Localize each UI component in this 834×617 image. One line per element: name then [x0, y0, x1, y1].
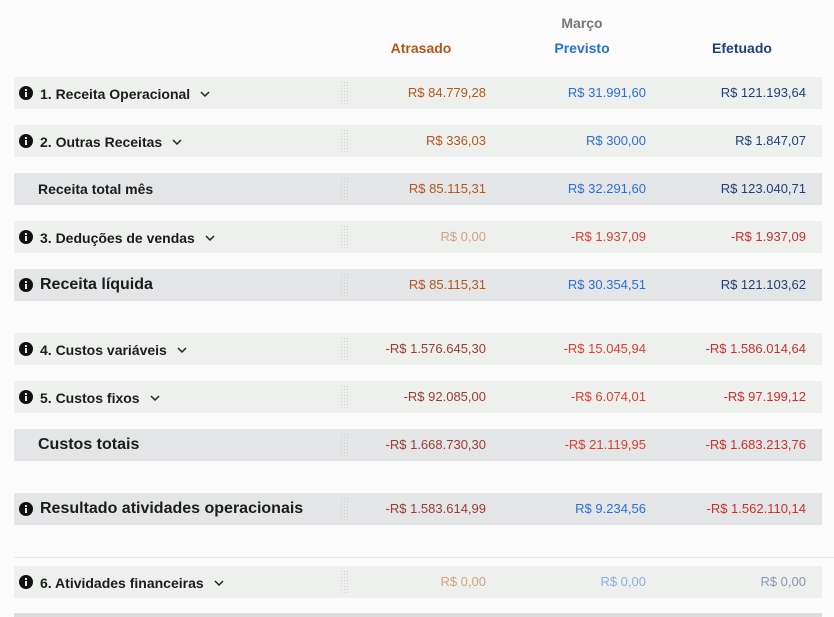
- expand-chevron[interactable]: [205, 221, 215, 253]
- cell-value: -R$ 21.119,95: [564, 437, 646, 452]
- expand-chevron[interactable]: [214, 566, 224, 598]
- row-label: 6. Atividades financeiras: [40, 566, 224, 599]
- cell-value: R$ 0,00: [760, 574, 806, 589]
- cell-value: R$ 84.779,28: [407, 85, 486, 100]
- dots: [340, 433, 350, 457]
- month-header: Março: [561, 15, 603, 31]
- info-icon[interactable]: [19, 390, 33, 404]
- cell-value: R$ 30.354,51: [567, 277, 646, 292]
- cell-value: R$ 9.234,56: [575, 501, 646, 516]
- info-icon[interactable]: [19, 278, 33, 292]
- row-label: Custos totais: [38, 436, 140, 453]
- dots: [340, 273, 350, 297]
- cell-value: R$ 32.291,60: [567, 181, 646, 196]
- table-row[interactable]: 5. Custos fixos -R$ 92.085,00 -R$ 6.074,01…: [14, 381, 822, 413]
- info-icon[interactable]: [19, 342, 33, 356]
- cell-value: -R$ 97.199,12: [723, 389, 806, 404]
- column-header: Previsto: [554, 40, 610, 56]
- column-header: Efetuado: [712, 40, 772, 56]
- row-label: 5. Custos fixos: [40, 381, 160, 414]
- dots: [340, 81, 350, 105]
- row-label: Receita líquida: [40, 276, 153, 293]
- cell-value: -R$ 1.937,09: [570, 229, 646, 244]
- table-row: Resultado atividades operacionais -R$ 1.5…: [14, 493, 822, 525]
- cell-value: -R$ 1.937,09: [730, 229, 806, 244]
- table-row[interactable]: 2. Outras Receitas R$ 336,03 R$ 300,00 R$ 1…: [14, 125, 822, 157]
- cell-value: R$ 121.103,62: [720, 277, 806, 292]
- cell-value: R$ 121.193,64: [720, 85, 806, 100]
- dots: [340, 385, 350, 409]
- expand-chevron[interactable]: [200, 77, 210, 109]
- cell-value: -R$ 1.683.213,76: [705, 437, 806, 452]
- dots: [340, 129, 350, 153]
- cell-value: -R$ 1.562.110,14: [706, 501, 807, 516]
- cell-value: -R$ 15.045,94: [563, 341, 646, 356]
- table-row[interactable]: 6. Atividades financeiras R$ 0,00 R$ 0,00 R…: [14, 566, 822, 598]
- info-icon[interactable]: [19, 134, 33, 148]
- row-label: 2. Outras Receitas: [40, 125, 182, 158]
- info-icon[interactable]: [19, 575, 33, 589]
- row-label: 3. Deduções de vendas: [40, 221, 215, 254]
- info-icon[interactable]: [19, 86, 33, 100]
- info-icon[interactable]: [19, 502, 33, 516]
- row-label: Receita total mês: [38, 181, 154, 197]
- column-header: Atrasado: [390, 40, 452, 56]
- cell-value: -R$ 6.074,01: [570, 389, 646, 404]
- cell-value: -R$ 1.576.645,30: [385, 341, 486, 356]
- expand-chevron[interactable]: [150, 381, 160, 413]
- divider: [14, 557, 834, 558]
- cell-value: R$ 0,00: [600, 574, 646, 589]
- row-label: 1. Receita Operacional: [40, 77, 210, 110]
- dots: [340, 177, 350, 201]
- row-label: Resultado atividades operacionais: [40, 500, 304, 517]
- dots: [340, 225, 350, 249]
- expand-chevron[interactable]: [172, 125, 182, 157]
- cell-value: R$ 85.115,31: [408, 181, 486, 196]
- cell-value: R$ 0,00: [440, 229, 486, 244]
- table-row: Custos totais -R$ 1.668.730,30 -R$ 21.119,…: [14, 429, 822, 461]
- cell-value: R$ 1.847,07: [735, 133, 806, 148]
- dots: [340, 337, 350, 361]
- expand-chevron[interactable]: [177, 333, 187, 365]
- dots: [340, 570, 350, 594]
- cell-value: R$ 300,00: [586, 133, 646, 148]
- row-label: 4. Custos variáveis: [40, 333, 187, 366]
- cell-value: -R$ 1.668.730,30: [385, 437, 486, 452]
- cell-value: -R$ 1.583.614,99: [385, 501, 486, 516]
- table-row[interactable]: 3. Deduções de vendas R$ 0,00 -R$ 1.937,09…: [14, 221, 822, 253]
- cell-value: R$ 85.115,31: [408, 277, 486, 292]
- cell-value: -R$ 92.085,00: [403, 389, 486, 404]
- cell-value: R$ 123.040,71: [720, 181, 806, 196]
- table-row: Receita total mês R$ 85.115,31 R$ 32.291,6…: [14, 173, 822, 205]
- info-icon[interactable]: [19, 230, 33, 244]
- cell-value: R$ 31.991,60: [567, 85, 646, 100]
- table-row: Receita líquida R$ 85.115,31 R$ 30.354,51 R…: [14, 269, 822, 301]
- cell-value: R$ 0,00: [440, 574, 486, 589]
- table-row[interactable]: 1. Receita Operacional R$ 84.779,28 R$ 31.…: [14, 77, 822, 109]
- dots: [340, 497, 350, 521]
- cell-value: -R$ 1.586.014,64: [705, 341, 806, 356]
- table-row[interactable]: 4. Custos variáveis -R$ 1.576.645,30 -R$ 1…: [14, 333, 822, 365]
- next-row: [14, 613, 822, 617]
- cell-value: R$ 336,03: [426, 133, 486, 148]
